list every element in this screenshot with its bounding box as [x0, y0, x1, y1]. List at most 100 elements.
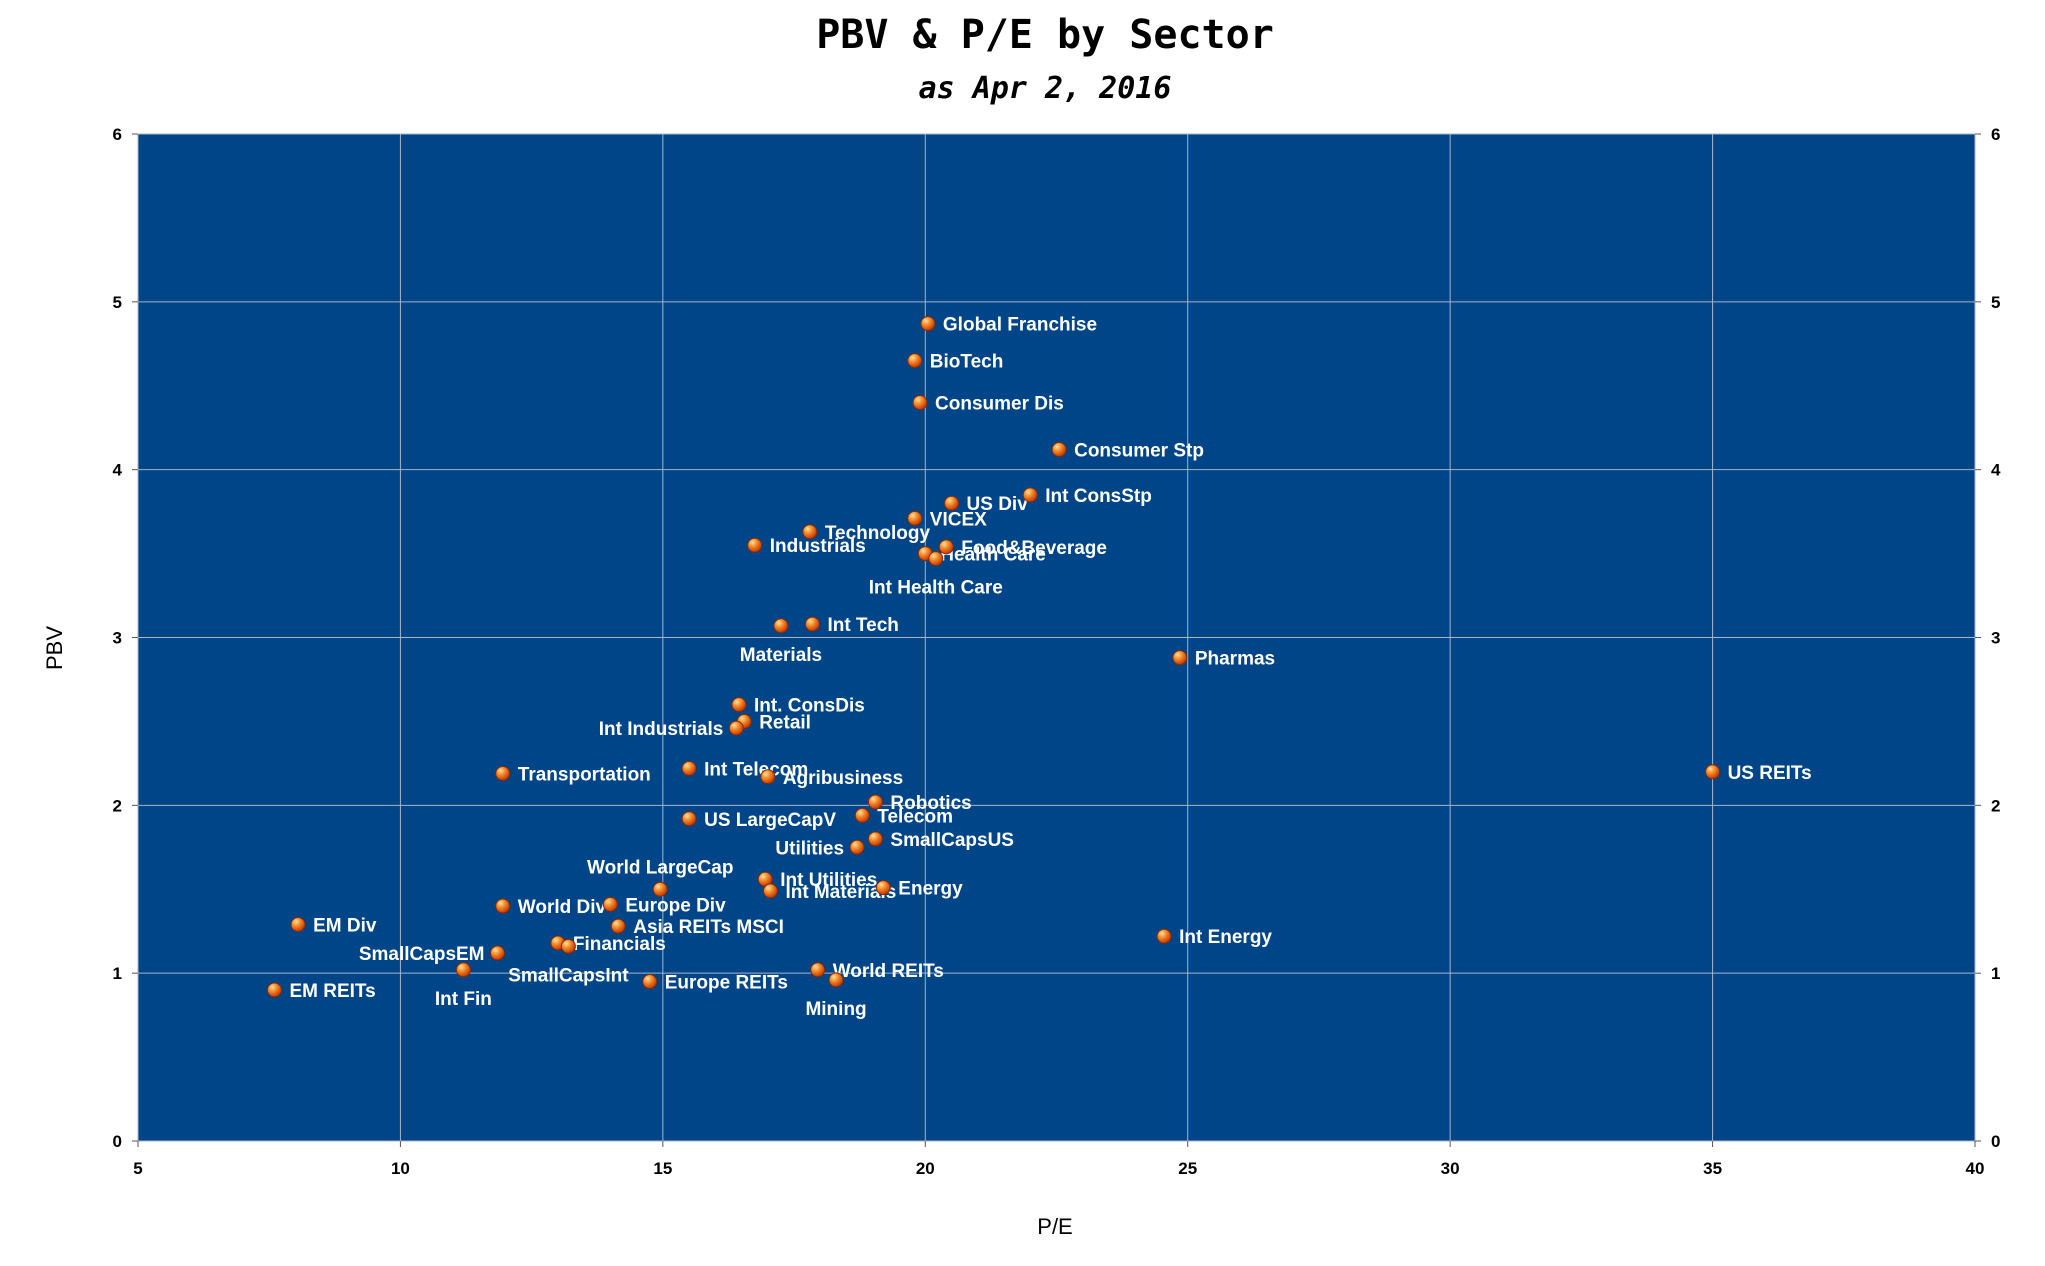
data-point [938, 539, 954, 555]
data-point [907, 510, 923, 526]
y-tick-label: 3 [113, 629, 122, 648]
y2-tick-label: 5 [1991, 293, 2000, 312]
y-tick-label: 5 [113, 293, 122, 312]
point-label: SmallCapsUS [890, 830, 1014, 851]
point-label: World LargeCap [587, 857, 733, 878]
point-label: Int Tech [827, 615, 898, 636]
point-label: Int ConsStp [1045, 486, 1152, 507]
point-label: Retail [759, 712, 811, 733]
data-point [828, 972, 844, 988]
point-label: Int Industrials [599, 719, 724, 740]
point-label: VICEX [930, 509, 987, 530]
y-tick-label: 0 [113, 1132, 122, 1151]
point-label: Int Health Care [869, 578, 1003, 599]
y2-tick-label: 0 [1991, 1132, 2000, 1151]
point-label: EM REITs [289, 981, 375, 1002]
point-label: Energy [898, 879, 963, 900]
data-point [867, 794, 883, 810]
y-tick-label: 2 [113, 796, 122, 815]
point-label: Industrials [770, 536, 866, 557]
point-label: Int Materials [785, 882, 896, 903]
data-point [773, 618, 789, 634]
point-label: Asia REITs MSCI [633, 917, 784, 938]
point-label: Pharmas [1195, 649, 1275, 670]
data-point [1705, 764, 1721, 780]
y-axis-label: PBV [42, 626, 67, 670]
chart-title: PBV & P/E by Sector [816, 12, 1274, 58]
data-point [681, 811, 697, 827]
point-label: Int Fin [435, 989, 492, 1010]
y2-tick-label: 3 [1991, 629, 2000, 648]
y2-tick-label: 6 [1991, 125, 2000, 144]
data-point [602, 896, 618, 912]
y2-tick-label: 1 [1991, 964, 2000, 983]
data-point [455, 962, 471, 978]
point-label: Food&Beverage [961, 538, 1107, 559]
axis-ticks: 5 10 15 20 25 30 35 40 0 0 1 1 2 2 3 3 4 4 5 5 6 6 [113, 125, 2001, 1178]
point-label: SmallCapsEM [359, 944, 485, 965]
point-label: SmallCapsInt [508, 965, 629, 986]
data-points [266, 316, 1721, 998]
data-point [1172, 650, 1188, 666]
point-label: US LargeCapV [704, 810, 836, 831]
point-label: World REITs [833, 961, 944, 982]
y-tick-label: 4 [113, 461, 123, 480]
y-tick-label: 1 [113, 964, 122, 983]
point-label: Consumer Dis [935, 394, 1064, 415]
data-point [490, 945, 506, 961]
point-label: Int Utilities [780, 870, 877, 891]
y2-tick-label: 4 [1991, 461, 2001, 480]
point-label: BioTech [930, 352, 1004, 373]
point-label: Int Telecom [704, 759, 808, 780]
data-point [731, 697, 747, 713]
point-label: Europe Div [625, 895, 726, 916]
point-label: Europe REITs [665, 973, 788, 994]
data-point [867, 831, 883, 847]
point-label: Financials [573, 934, 666, 955]
point-label: Transportation [518, 764, 651, 785]
data-point [920, 316, 936, 332]
point-label: Telecom [877, 806, 953, 827]
data-point [907, 353, 923, 369]
point-label: Global Franchise [943, 315, 1097, 336]
data-point [928, 551, 944, 567]
x-tick-label: 25 [1178, 1159, 1197, 1178]
data-point [944, 495, 960, 511]
data-point [854, 807, 870, 823]
point-label: Technology [825, 523, 931, 544]
y-tick-label: 6 [113, 125, 122, 144]
data-point [747, 537, 763, 553]
data-point [849, 839, 865, 855]
data-point [495, 765, 511, 781]
data-point [762, 883, 778, 899]
data-point [1156, 928, 1172, 944]
data-point [728, 720, 744, 736]
data-point [610, 918, 626, 934]
data-point [1051, 442, 1067, 458]
y2-tick-label: 2 [1991, 796, 2000, 815]
data-point [802, 524, 818, 540]
point-label: US Div [967, 494, 1029, 515]
data-point [760, 769, 776, 785]
x-tick-label: 35 [1703, 1159, 1722, 1178]
data-point [642, 974, 658, 990]
point-label: World Div [518, 897, 607, 918]
x-tick-label: 40 [1966, 1159, 1985, 1178]
point-label: Materials [740, 645, 822, 666]
point-label: US REITs [1728, 763, 1812, 784]
point-label: Robotics [890, 793, 971, 814]
chart-subtitle: as Apr 2, 2016 [919, 71, 1172, 106]
x-tick-label: 5 [133, 1159, 142, 1178]
x-tick-label: 30 [1441, 1159, 1460, 1178]
point-label: Health Care [940, 545, 1046, 566]
point-labels: Global Franchise BioTech Consumer Dis Consu… [289, 315, 1811, 1020]
data-point [290, 916, 306, 932]
data-point [266, 982, 282, 998]
data-point [810, 962, 826, 978]
point-label: Int Energy [1179, 927, 1272, 948]
data-point [681, 760, 697, 776]
x-tick-label: 10 [391, 1159, 410, 1178]
data-point [875, 880, 891, 896]
x-tick-label: 15 [653, 1159, 672, 1178]
